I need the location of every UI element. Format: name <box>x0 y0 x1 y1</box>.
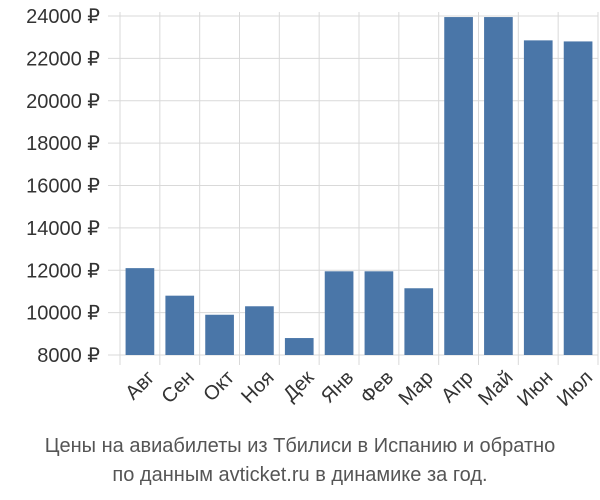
bar-1 <box>125 268 155 355</box>
x-tick-label: Сен <box>157 367 198 408</box>
y-tick-label: 12000 ₽ <box>26 260 100 282</box>
x-tick-label: Янв <box>317 367 358 408</box>
bar-12 <box>563 41 593 356</box>
y-tick-label: 24000 ₽ <box>26 6 100 28</box>
grid <box>108 12 599 365</box>
bar-3 <box>205 314 234 355</box>
x-tick-label: Июл <box>553 367 597 411</box>
x-tick-label: Дек <box>279 366 318 405</box>
bar-2 <box>165 295 195 355</box>
y-tick-label: 8000 ₽ <box>37 345 100 367</box>
chart-caption: Цены на авиабилеты из Тбилиси в Испанию … <box>0 432 600 490</box>
caption-line-1: Цены на авиабилеты из Тбилиси в Испанию … <box>44 435 556 457</box>
bar-7 <box>364 271 394 355</box>
bar-4 <box>245 306 274 355</box>
caption-line-2: по данным avticket.ru в динамике за год. <box>112 464 488 486</box>
bar-11 <box>523 40 553 355</box>
x-tick-label: Авг <box>121 367 159 405</box>
y-tick-label: 10000 ₽ <box>26 303 100 325</box>
x-tick-label: Ноя <box>237 367 278 408</box>
bar-5 <box>284 338 314 355</box>
y-axis-ticks: 8000 ₽ 10000 ₽ 12000 ₽ 14000 ₽ 16000 ₽ 18000 … <box>26 6 100 367</box>
bars <box>125 17 593 356</box>
y-tick-label: 16000 ₽ <box>26 176 100 198</box>
bar-8 <box>404 288 434 355</box>
y-tick-label: 20000 ₽ <box>26 91 100 113</box>
y-tick-label: 22000 ₽ <box>26 48 100 70</box>
x-tick-label: Июн <box>513 367 557 411</box>
y-tick-label: 18000 ₽ <box>26 133 100 155</box>
bar-10 <box>484 17 513 355</box>
x-tick-label: Апр <box>437 367 478 408</box>
x-tick-label: Мар <box>395 367 438 410</box>
x-tick-label: Окт <box>199 367 238 406</box>
y-tick-label: 14000 ₽ <box>26 218 100 240</box>
bar-6 <box>324 271 354 355</box>
bar-9 <box>444 17 473 355</box>
x-tick-label: Фев <box>356 367 398 409</box>
x-tick-label: Май <box>474 367 517 410</box>
